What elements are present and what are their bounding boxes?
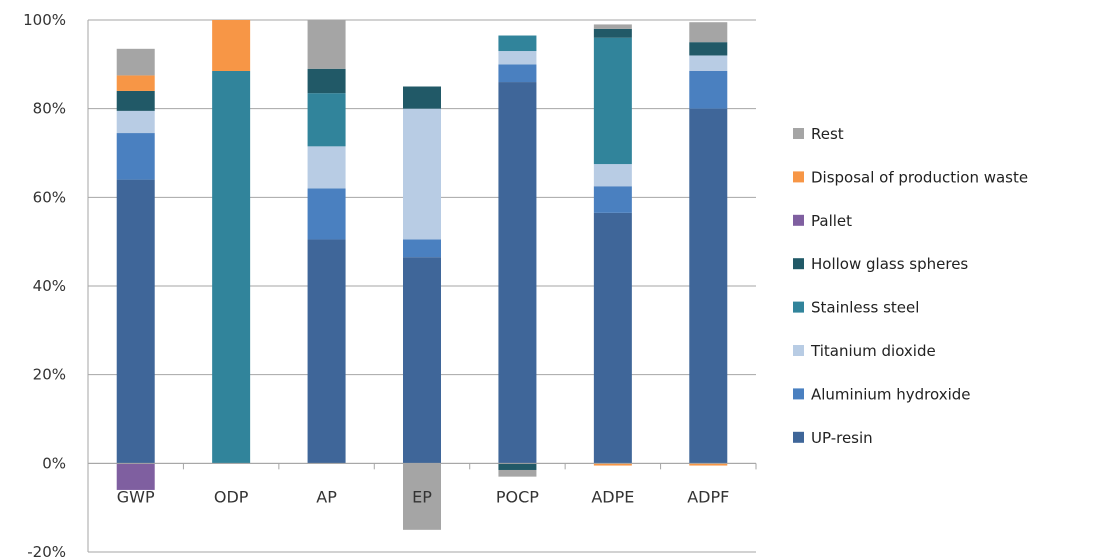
bar-segment (498, 35, 537, 52)
bar-segment (307, 93, 346, 147)
legend-swatch (793, 431, 804, 443)
bar-segment (498, 64, 537, 83)
bar-segment (116, 179, 155, 464)
legend-label: UP-resin (811, 429, 873, 447)
bar-segment (307, 68, 346, 94)
bar-segment (116, 133, 155, 180)
bar-segment (307, 20, 346, 69)
x-tick-label: EP (412, 487, 432, 506)
bar-segment (593, 164, 632, 187)
bar-segment (307, 146, 346, 189)
y-tick-label: 40% (33, 277, 66, 295)
x-tick-label: GWP (117, 487, 155, 506)
bar-segment (689, 55, 728, 71)
bar-segment (593, 24, 632, 29)
legend-label: Stainless steel (811, 299, 919, 317)
y-tick-label: 60% (33, 188, 66, 206)
legend-label: Rest (811, 125, 844, 143)
bar-segment (212, 70, 251, 464)
bars (116, 20, 728, 530)
bar-segment (689, 70, 728, 109)
y-axis: -20% 0% 20% 40% 60% 80% 100% (23, 11, 89, 560)
legend-swatch (793, 128, 804, 139)
bar-segment (498, 82, 537, 464)
bar-segment (403, 463, 441, 530)
legend-label: Aluminium hydroxide (811, 385, 971, 403)
bar-segment (403, 108, 441, 240)
y-tick-label: -20% (27, 543, 66, 560)
bar-segment (593, 37, 632, 165)
bar-segment (116, 463, 155, 490)
y-tick-label: 0% (42, 454, 66, 472)
legend-label: Pallet (811, 212, 852, 230)
bar-segment (116, 90, 155, 111)
x-axis: GWP ODP AP EP POCP ADPE ADPF (87, 462, 757, 506)
bar-segment (116, 48, 155, 76)
bar-segment (212, 20, 251, 71)
bar-segment (403, 257, 441, 464)
legend-swatch (793, 214, 804, 226)
bar-segment (307, 239, 346, 464)
x-tick-label: ODP (214, 487, 249, 506)
x-tick-label: ADPE (591, 487, 634, 506)
bar-segment (498, 51, 537, 65)
bar-segment (116, 110, 155, 134)
legend-swatch (793, 301, 804, 313)
bar-segment (403, 239, 441, 258)
legend-swatch (793, 345, 804, 356)
y-tick-label: 100% (23, 11, 66, 29)
bar-segment (593, 463, 632, 466)
bar-segment (498, 469, 537, 477)
x-tick-label: POCP (496, 487, 539, 506)
legend-label: Titanium dioxide (810, 342, 936, 360)
bar-segment (498, 463, 537, 470)
legend: Rest Disposal of production waste Pallet Ho… (793, 125, 1028, 447)
legend-swatch (793, 388, 804, 400)
bar-segment (403, 86, 441, 109)
bar-segment (689, 22, 728, 43)
x-tick-label: ADPF (687, 487, 729, 506)
bar-segment (593, 28, 632, 38)
y-tick-label: 80% (33, 100, 66, 118)
bar-segment (689, 42, 728, 56)
legend-swatch (793, 258, 804, 270)
x-tick-label: AP (316, 487, 337, 506)
y-tick-label: 20% (33, 366, 66, 384)
legend-label: Disposal of production waste (811, 168, 1028, 186)
bar-segment (593, 186, 632, 213)
legend-swatch (793, 171, 804, 183)
bar-segment (689, 463, 728, 466)
bar-segment (116, 75, 155, 91)
bar-segment (689, 108, 728, 464)
bar-segment (307, 188, 346, 240)
bar-segment (593, 212, 632, 464)
legend-label: Hollow glass spheres (811, 255, 968, 273)
